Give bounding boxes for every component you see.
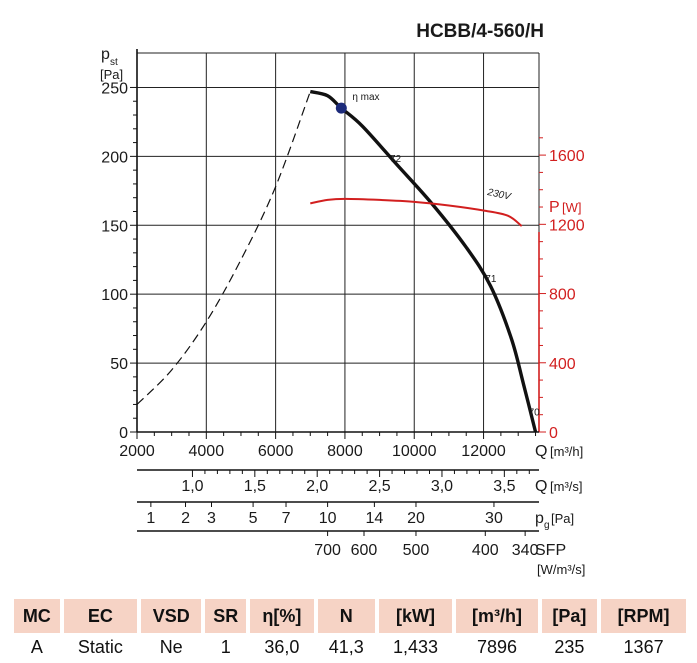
x-axis-unit: [m³/s] (550, 479, 583, 494)
x-tick-label: 10000 (392, 443, 437, 460)
x-tick-label: 8000 (327, 443, 363, 460)
x-tick-label: 2000 (119, 443, 155, 460)
operating-point-marker (335, 102, 347, 114)
x-tick-label: 2,5 (368, 478, 390, 495)
curve-label: 72 (390, 154, 402, 165)
x-axis-label: p (535, 510, 544, 527)
curve-label: 230V (485, 187, 512, 203)
table-header-cell: MC (14, 599, 60, 633)
x-axis-unit: [m³/h] (550, 444, 583, 459)
stall-curve (136, 91, 311, 405)
table-header-row: MC EC VSD SR η[%] N [kW] [m³/h] [Pa] [RP… (14, 599, 686, 633)
table-header-cell: SR (205, 599, 247, 633)
table-header-cell: VSD (141, 599, 202, 633)
x-tick-label: 7 (282, 510, 291, 527)
x-tick-label: 20 (407, 510, 425, 527)
power-curve (310, 197, 523, 227)
x-tick-label: 1 (146, 510, 155, 527)
y-tick-label: 250 (101, 80, 128, 97)
y-tick-label: 0 (119, 425, 128, 442)
x-tick-label: 600 (351, 542, 378, 559)
table-header-cell: [kW] (378, 599, 453, 633)
y-axis-label: p (101, 46, 110, 63)
y-right-axis-unit: [W] (562, 200, 582, 215)
x-axis-label: Q (535, 443, 547, 460)
y-tick-label: 150 (101, 218, 128, 235)
x-tick-label: 3,0 (431, 478, 453, 495)
chart-series (136, 89, 538, 433)
pressure-curve (309, 89, 538, 433)
y-tick-label: 200 (101, 149, 128, 166)
x-tick-label: 12000 (461, 443, 506, 460)
table-cell: 1,433 (393, 636, 439, 657)
table-header-cell: [Pa] (541, 599, 598, 633)
table-cell: Ne (159, 636, 183, 657)
y-right-tick-label: 0 (549, 425, 558, 442)
table-header-cell: η[%] (250, 599, 314, 633)
table-cell: A (30, 636, 43, 657)
y-right-tick-label: 400 (549, 356, 576, 373)
x-tick-label: 4000 (189, 443, 225, 460)
table-cell: 41,3 (328, 636, 364, 657)
curve-label: 70 (529, 407, 541, 418)
chart-grid (136, 52, 540, 433)
table-cell: Static (77, 636, 123, 657)
x-tick-label: 3,5 (493, 478, 515, 495)
y-axis-unit: [Pa] (100, 67, 123, 82)
x-tick-label: 1,0 (181, 478, 203, 495)
table-cell: 7896 (476, 636, 517, 657)
x-tick-label: 6000 (258, 443, 294, 460)
x-tick-label: 10 (319, 510, 337, 527)
x-tick-label: 2 (181, 510, 190, 527)
x-tick-label: 1,5 (244, 478, 266, 495)
y-right-tick-label: 800 (549, 287, 576, 304)
table-cell: 1 (220, 636, 231, 657)
table-header-cell: EC (63, 599, 138, 633)
x-tick-label: 2,0 (306, 478, 328, 495)
y-tick-label: 50 (110, 356, 128, 373)
y-right-axis-label: P (549, 199, 560, 216)
x-tick-label: 340 (512, 542, 539, 559)
table-header-cell: N (317, 599, 375, 633)
x-axis-label-subscript: g (544, 520, 550, 531)
y-axis-label-subscript: st (110, 57, 118, 68)
curve-label: 71 (485, 274, 497, 285)
x-axis-unit: [Pa] (551, 511, 574, 526)
x-tick-label: 3 (207, 510, 216, 527)
x-tick-label: 5 (249, 510, 258, 527)
chart-labels: 72 71 70 230V η max (335, 92, 541, 418)
x-axis-label: SFP (535, 542, 566, 559)
y-tick-label: 100 (101, 287, 128, 304)
y-right-tick-label: 1200 (549, 217, 585, 234)
operating-point-label: η max (352, 92, 379, 103)
x-tick-label: 400 (472, 542, 499, 559)
table-header-cell: [m³/h] (456, 599, 538, 633)
x-axis-unit: [W/m³/s] (537, 562, 585, 577)
table-row: A Static Ne 1 36,0 41,3 1,433 7896 235 1… (14, 633, 686, 661)
y-right-tick-label: 1600 (549, 148, 585, 165)
table-header-cell: [RPM] (601, 599, 686, 633)
table-cell: 235 (554, 636, 585, 657)
x-tick-label: 14 (365, 510, 383, 527)
table-cell: 1367 (623, 636, 664, 657)
fan-data-table: MC EC VSD SR η[%] N [kW] [m³/h] [Pa] [RP… (10, 599, 690, 661)
x-tick-label: 500 (403, 542, 430, 559)
x-tick-label: 700 (314, 542, 341, 559)
table-cell: 36,0 (264, 636, 300, 657)
x-axis-label: Q (535, 478, 547, 495)
x-tick-label: 30 (485, 510, 503, 527)
chart-title: HCBB/4-560/H (416, 21, 544, 42)
